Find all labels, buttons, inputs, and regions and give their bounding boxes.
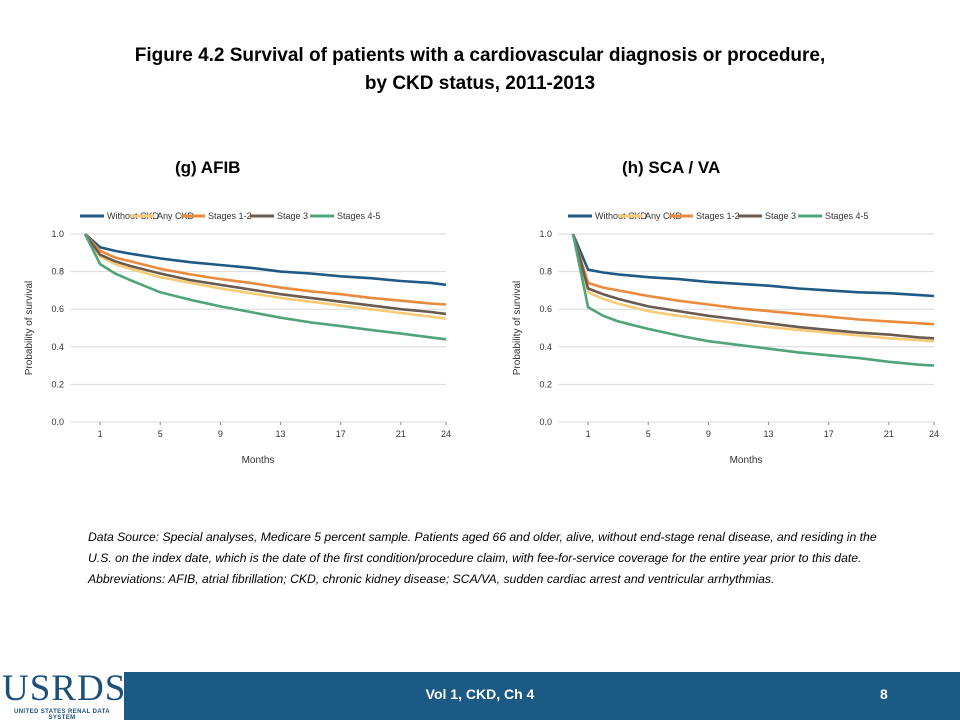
x-tick-label: 1 bbox=[586, 429, 591, 439]
panel-title-sca-va: (h) SCA / VA bbox=[622, 158, 721, 177]
y-axis-label: Probability of survival bbox=[24, 281, 35, 375]
y-tick-label: 0.6 bbox=[51, 304, 64, 314]
x-tick-label: 24 bbox=[441, 429, 451, 439]
y-tick-label: 0.0 bbox=[539, 417, 552, 427]
x-tick-label: 21 bbox=[396, 429, 406, 439]
series-line-stages-4-5 bbox=[571, 233, 935, 367]
x-tick-label: 13 bbox=[764, 429, 774, 439]
series-line-any-ckd bbox=[571, 233, 935, 343]
legend-label-stage-3: Stage 3 bbox=[277, 211, 308, 221]
legend-label-stages-1-2: Stages 1-2 bbox=[208, 211, 252, 221]
x-tick-label: 24 bbox=[929, 429, 939, 439]
x-tick-label: 9 bbox=[218, 429, 223, 439]
logo-subtitle: UNITED STATES RENAL DATA SYSTEM bbox=[13, 709, 111, 721]
y-tick-label: 0.2 bbox=[51, 379, 64, 389]
data-source-footnote: Data Source: Special analyses, Medicare … bbox=[88, 530, 877, 586]
y-tick-label: 1.0 bbox=[539, 229, 552, 239]
legend-label-any-ckd: Any CKD bbox=[157, 211, 195, 221]
legend-label-stages-4-5: Stages 4-5 bbox=[337, 211, 381, 221]
legend-label-stages-4-5: Stages 4-5 bbox=[825, 211, 869, 221]
x-axis-label: Months bbox=[730, 455, 763, 466]
footer-bar bbox=[0, 672, 960, 720]
series-line-stages-1-2 bbox=[571, 233, 935, 326]
y-tick-label: 0.4 bbox=[539, 342, 552, 352]
legend-label-any-ckd: Any CKD bbox=[645, 211, 683, 221]
x-axis-label: Months bbox=[242, 455, 275, 466]
y-tick-label: 1.0 bbox=[51, 229, 64, 239]
figure-title-line-1: Figure 4.2 Survival of patients with a c… bbox=[134, 45, 826, 66]
panel-title-afib: (g) AFIB bbox=[175, 158, 241, 177]
series-line-stages-1-2 bbox=[84, 233, 447, 306]
y-tick-label: 0.0 bbox=[51, 417, 64, 427]
figure-title-line-2: by CKD status, 2011-2013 bbox=[364, 73, 596, 94]
afib-survival-chart: 0.0 0.2 0.4 0.6 0.8 1.0 1 5 9 13 17 21 24 Months Proba… bbox=[24, 211, 451, 466]
series-line-stages-4-5 bbox=[83, 233, 447, 341]
y-tick-label: 0.6 bbox=[539, 304, 552, 314]
x-tick-label: 17 bbox=[824, 429, 834, 439]
series-line-without-ckd bbox=[571, 233, 935, 298]
y-tick-label: 0.4 bbox=[51, 342, 64, 352]
logo-wordmark: USRDS bbox=[2, 668, 127, 709]
legend-label-stages-1-2: Stages 1-2 bbox=[696, 211, 740, 221]
x-tick-label: 21 bbox=[884, 429, 894, 439]
series-line-any-ckd bbox=[83, 233, 447, 320]
series-line-stage-3 bbox=[571, 233, 935, 340]
x-tick-label: 13 bbox=[276, 429, 286, 439]
y-axis-label: Probability of survival bbox=[512, 281, 523, 375]
sca-va-survival-chart: 0.0 0.2 0.4 0.6 0.8 1.0 1 5 9 13 17 21 24 Months Proba… bbox=[512, 211, 939, 466]
series-line-without-ckd bbox=[84, 233, 447, 287]
usrds-logo: USRDS UNITED STATES RENAL DATA SYSTEM bbox=[0, 668, 127, 721]
x-tick-label: 1 bbox=[98, 429, 103, 439]
y-tick-label: 0.2 bbox=[539, 379, 552, 389]
footer-volume-label: Vol 1, CKD, Ch 4 bbox=[425, 686, 535, 702]
y-tick-label: 0.8 bbox=[51, 267, 64, 277]
x-tick-label: 9 bbox=[706, 429, 711, 439]
x-tick-label: 17 bbox=[336, 429, 346, 439]
legend-label-stage-3: Stage 3 bbox=[765, 211, 796, 221]
x-tick-label: 5 bbox=[158, 429, 163, 439]
x-tick-label: 5 bbox=[646, 429, 651, 439]
figure-title: Figure 4.2 Survival of patients with a c… bbox=[0, 42, 960, 98]
series-line-stage-3 bbox=[83, 233, 447, 316]
y-tick-label: 0.8 bbox=[539, 267, 552, 277]
page-number: 8 bbox=[880, 686, 888, 702]
